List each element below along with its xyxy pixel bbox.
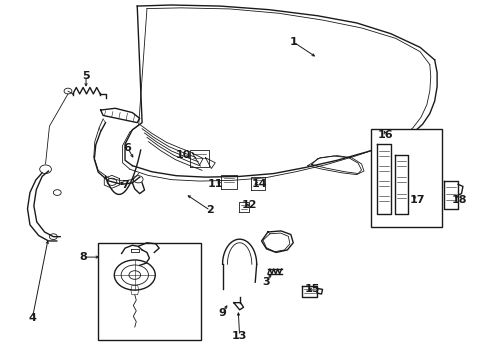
Text: 4: 4 [28, 313, 36, 323]
Text: 13: 13 [231, 331, 247, 341]
Text: 3: 3 [262, 277, 270, 287]
Bar [98, 243, 200, 339]
Text: 16: 16 [377, 130, 393, 140]
Text: 8: 8 [80, 252, 87, 262]
Text: 1: 1 [289, 37, 297, 47]
Text: 6: 6 [123, 143, 131, 153]
Text: 11: 11 [207, 179, 223, 189]
Text: 7: 7 [121, 180, 129, 190]
Text: 9: 9 [218, 308, 226, 318]
Text: 17: 17 [409, 195, 425, 205]
Bar [370, 129, 441, 227]
Text: 2: 2 [206, 206, 214, 216]
Text: 12: 12 [241, 200, 257, 210]
Text: 18: 18 [450, 195, 466, 205]
Text: 10: 10 [176, 150, 191, 160]
Text: 15: 15 [305, 284, 320, 294]
Text: 14: 14 [251, 179, 266, 189]
Text: 5: 5 [82, 71, 90, 81]
